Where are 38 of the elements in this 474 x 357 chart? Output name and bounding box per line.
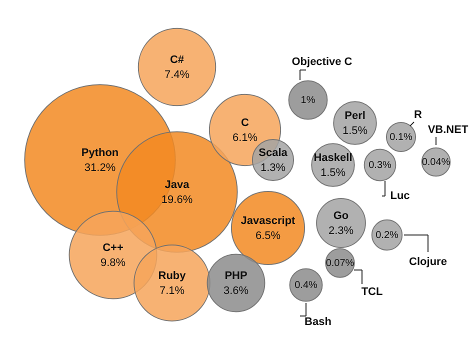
data-label: 6.5% (255, 230, 281, 242)
category-label: Javascript (240, 215, 296, 227)
category-label: Haskell (314, 152, 352, 164)
data-label: 7.1% (159, 285, 185, 297)
data-label: 3.6% (223, 285, 249, 297)
data-label: 0.04% (422, 157, 450, 168)
category-label: Perl (344, 110, 366, 122)
data-label: 9.8% (100, 257, 126, 269)
data-label: 6.1% (232, 132, 258, 144)
category-label: Java (164, 179, 190, 191)
category-label: Luc (390, 190, 410, 202)
category-label: PHP (224, 270, 248, 282)
data-label: 0.3% (368, 160, 392, 171)
category-label: TCL (361, 286, 383, 298)
category-label: C# (170, 54, 184, 66)
category-label: Scala (258, 147, 288, 159)
data-label: 0.4% (294, 280, 318, 291)
data-label: 2.3% (328, 225, 354, 237)
data-label: 0.07% (326, 258, 354, 269)
data-label: 0.1% (390, 132, 413, 143)
category-label: Ruby (158, 270, 187, 282)
data-label: 1.5% (342, 125, 368, 137)
data-label: 1% (300, 95, 316, 106)
category-label: Bash (304, 316, 332, 328)
category-label: C (241, 117, 250, 129)
data-label: 7.4% (164, 69, 190, 81)
category-label: Python (81, 147, 119, 159)
category-label: C++ (102, 242, 124, 254)
data-label: 1.5% (320, 167, 346, 179)
category-label: Clojure (409, 256, 447, 268)
data-label: 31.2% (84, 162, 116, 174)
category-label: VB.NET (428, 124, 468, 136)
category-label: Objective C (292, 56, 352, 68)
category-label: R (414, 109, 422, 121)
category-label: Go (333, 210, 349, 222)
data-label: 1.3% (260, 162, 286, 174)
data-label: 19.6% (161, 194, 193, 206)
data-label: 0.2% (376, 230, 399, 241)
